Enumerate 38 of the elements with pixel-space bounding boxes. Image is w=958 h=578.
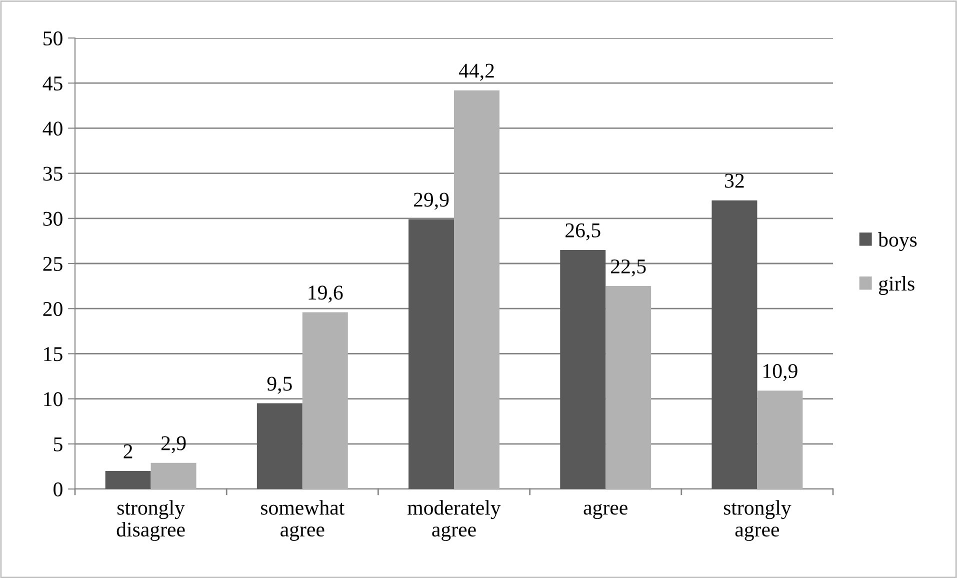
bar bbox=[560, 250, 606, 489]
data-label: 32 bbox=[725, 174, 744, 188]
data-label: 19,6 bbox=[308, 286, 343, 303]
data-label: 9,5 bbox=[267, 376, 292, 394]
data-label: 10,9 bbox=[764, 364, 798, 382]
bar bbox=[408, 219, 454, 489]
data-label: 2,9 bbox=[161, 436, 186, 454]
bar bbox=[712, 200, 758, 489]
y-tick-label: 50 bbox=[44, 31, 62, 46]
bar bbox=[757, 390, 803, 489]
y-tick-label: 0 bbox=[54, 482, 62, 496]
bar bbox=[105, 470, 151, 489]
legend-label: boys bbox=[878, 232, 917, 251]
bar bbox=[454, 90, 500, 489]
x-tick-label: strongly disagree bbox=[116, 500, 185, 541]
y-tick-label: 15 bbox=[44, 347, 62, 362]
x-tick-label: strongly agree bbox=[724, 500, 792, 541]
data-label: 44,2 bbox=[458, 64, 494, 81]
x-tick-label: somewhat agree bbox=[261, 500, 345, 541]
data-label: 26,5 bbox=[566, 223, 600, 240]
y-tick-label: 5 bbox=[54, 437, 62, 452]
data-label: 22,5 bbox=[611, 259, 646, 276]
bar bbox=[606, 286, 652, 489]
y-tick-label: 35 bbox=[43, 166, 62, 181]
y-tick-label: 30 bbox=[43, 212, 62, 226]
bar bbox=[302, 312, 348, 489]
y-tick-label: 45 bbox=[42, 76, 62, 91]
x-tick-label: agree bbox=[584, 504, 628, 520]
bar bbox=[150, 462, 196, 489]
legend-label: girls bbox=[878, 276, 914, 295]
data-label: 29,9 bbox=[414, 192, 449, 210]
bar bbox=[256, 403, 302, 489]
y-tick-label: 20 bbox=[43, 302, 62, 316]
y-tick-label: 25 bbox=[43, 256, 62, 271]
data-label: 2 bbox=[124, 444, 132, 458]
y-tick-label: 10 bbox=[44, 392, 62, 406]
y-tick-label: 40 bbox=[42, 122, 62, 136]
x-tick-label: moderately agree bbox=[408, 500, 501, 541]
